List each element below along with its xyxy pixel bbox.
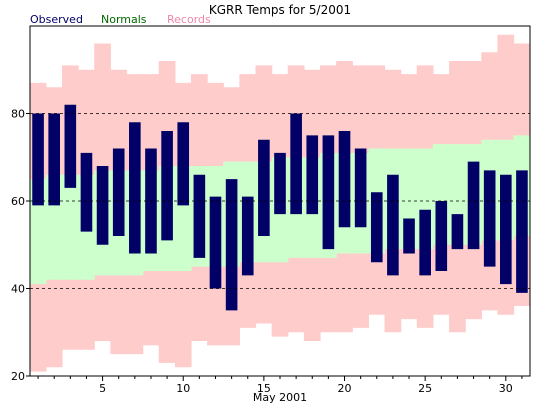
observed-bar-day-17 <box>290 113 302 215</box>
observed-bar-day-20 <box>338 131 351 228</box>
observed-bar-day-5 <box>96 166 109 245</box>
x-axis-label: May 2001 <box>253 391 307 404</box>
plot-area: 5 10 15 20 25 30 20 40 60 80 <box>11 25 531 395</box>
observed-bar-day-11 <box>193 174 206 258</box>
observed-bar-day-13 <box>225 179 238 311</box>
observed-bar-day-28 <box>467 161 480 250</box>
observed-bar-day-10 <box>177 122 190 206</box>
observed-bar-day-30 <box>500 174 512 285</box>
observed-bar-day-6 <box>112 148 125 236</box>
observed-bar-day-3 <box>64 104 77 188</box>
observed-bar-day-16 <box>274 152 286 215</box>
observed-bar-day-9 <box>161 131 173 241</box>
observed-bar-day-21 <box>354 148 367 228</box>
observed-bar-day-22 <box>370 192 383 263</box>
observed-bar-day-24 <box>403 218 415 254</box>
observed-bar-day-26 <box>435 201 448 271</box>
observed-bar-day-2 <box>48 113 60 206</box>
observed-bar-day-4 <box>80 152 93 232</box>
x-tick-label-20: 20 <box>338 382 352 395</box>
observed-bar-day-18 <box>306 135 319 215</box>
normals-bar-day-3 <box>61 174 79 280</box>
x-tick-label-10: 10 <box>176 382 190 395</box>
observed-bar-day-12 <box>209 196 222 289</box>
observed-bar-day-19 <box>322 135 335 250</box>
observed-bar-day-1 <box>32 113 44 206</box>
x-tick-label-5: 5 <box>99 382 106 395</box>
chart-title: KGRR Temps for 5/2001 <box>209 3 351 17</box>
y-tick-label-40: 40 <box>11 283 25 296</box>
observed-bar-day-23 <box>387 174 399 276</box>
x-tick-label-25: 25 <box>418 382 432 395</box>
observed-bar-day-27 <box>451 214 464 250</box>
observed-bar-day-29 <box>483 170 496 267</box>
observed-bar-day-7 <box>129 122 141 254</box>
observed-bar-day-14 <box>241 196 254 276</box>
observed-bar-day-15 <box>258 139 270 236</box>
legend-observed: Observed <box>30 13 83 26</box>
y-tick-label-80: 80 <box>11 108 25 121</box>
observed-bar-day-25 <box>419 209 431 276</box>
x-tick-label-30: 30 <box>499 382 513 395</box>
observed-bar-day-31 <box>516 170 528 293</box>
x-tick-label-15: 15 <box>257 382 271 395</box>
y-tick-label-60: 60 <box>11 195 25 208</box>
y-tick-label-20: 20 <box>11 370 25 383</box>
legend-records: Records <box>167 13 211 26</box>
legend-normals: Normals <box>101 13 147 26</box>
